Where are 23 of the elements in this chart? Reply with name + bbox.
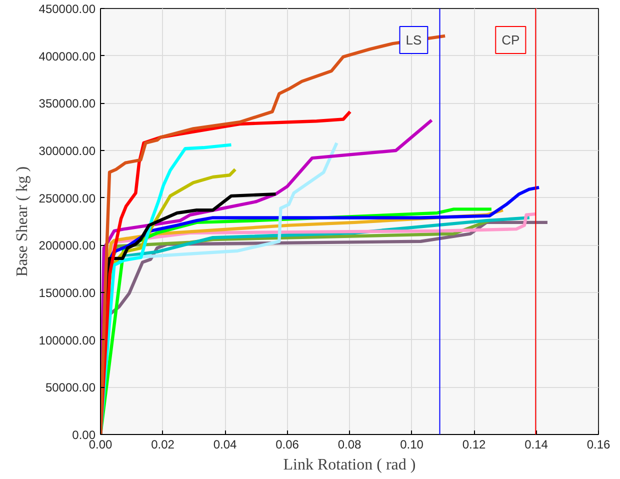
y-tick-label: 350000.00 <box>38 96 96 111</box>
y-tick-label: 250000.00 <box>38 191 96 206</box>
x-tick-label: 0.02 <box>151 438 175 452</box>
x-tick-label: 0.00 <box>88 438 113 452</box>
y-tick-label: 150000.00 <box>38 286 96 300</box>
y-tick-label: 100000.00 <box>38 333 96 348</box>
ref-line-label: LS <box>406 32 422 48</box>
x-tick-label: 0.16 <box>586 438 611 452</box>
y-tick-label: 450000.00 <box>38 2 96 16</box>
y-axis-title: Base Shear ( kg ) <box>14 166 31 277</box>
y-tick-label: 300000.00 <box>38 144 96 158</box>
line-series <box>100 34 447 434</box>
x-tick-label: 0.12 <box>462 438 486 452</box>
x-tick-label: 0.14 <box>524 438 548 452</box>
x-tick-label: 0.06 <box>276 438 300 452</box>
y-tick-label: 50000.00 <box>45 380 96 395</box>
ref-line-label: CP <box>502 32 520 48</box>
y-tick-label: 400000.00 <box>38 49 96 64</box>
x-tick-label: 0.10 <box>400 438 424 452</box>
y-tick-label: 200000.00 <box>38 238 96 253</box>
x-tick-label: 0.04 <box>213 438 238 452</box>
x-tick-label: 0.08 <box>338 438 362 452</box>
x-axis-title: Link Rotation ( rad ) <box>283 456 416 474</box>
